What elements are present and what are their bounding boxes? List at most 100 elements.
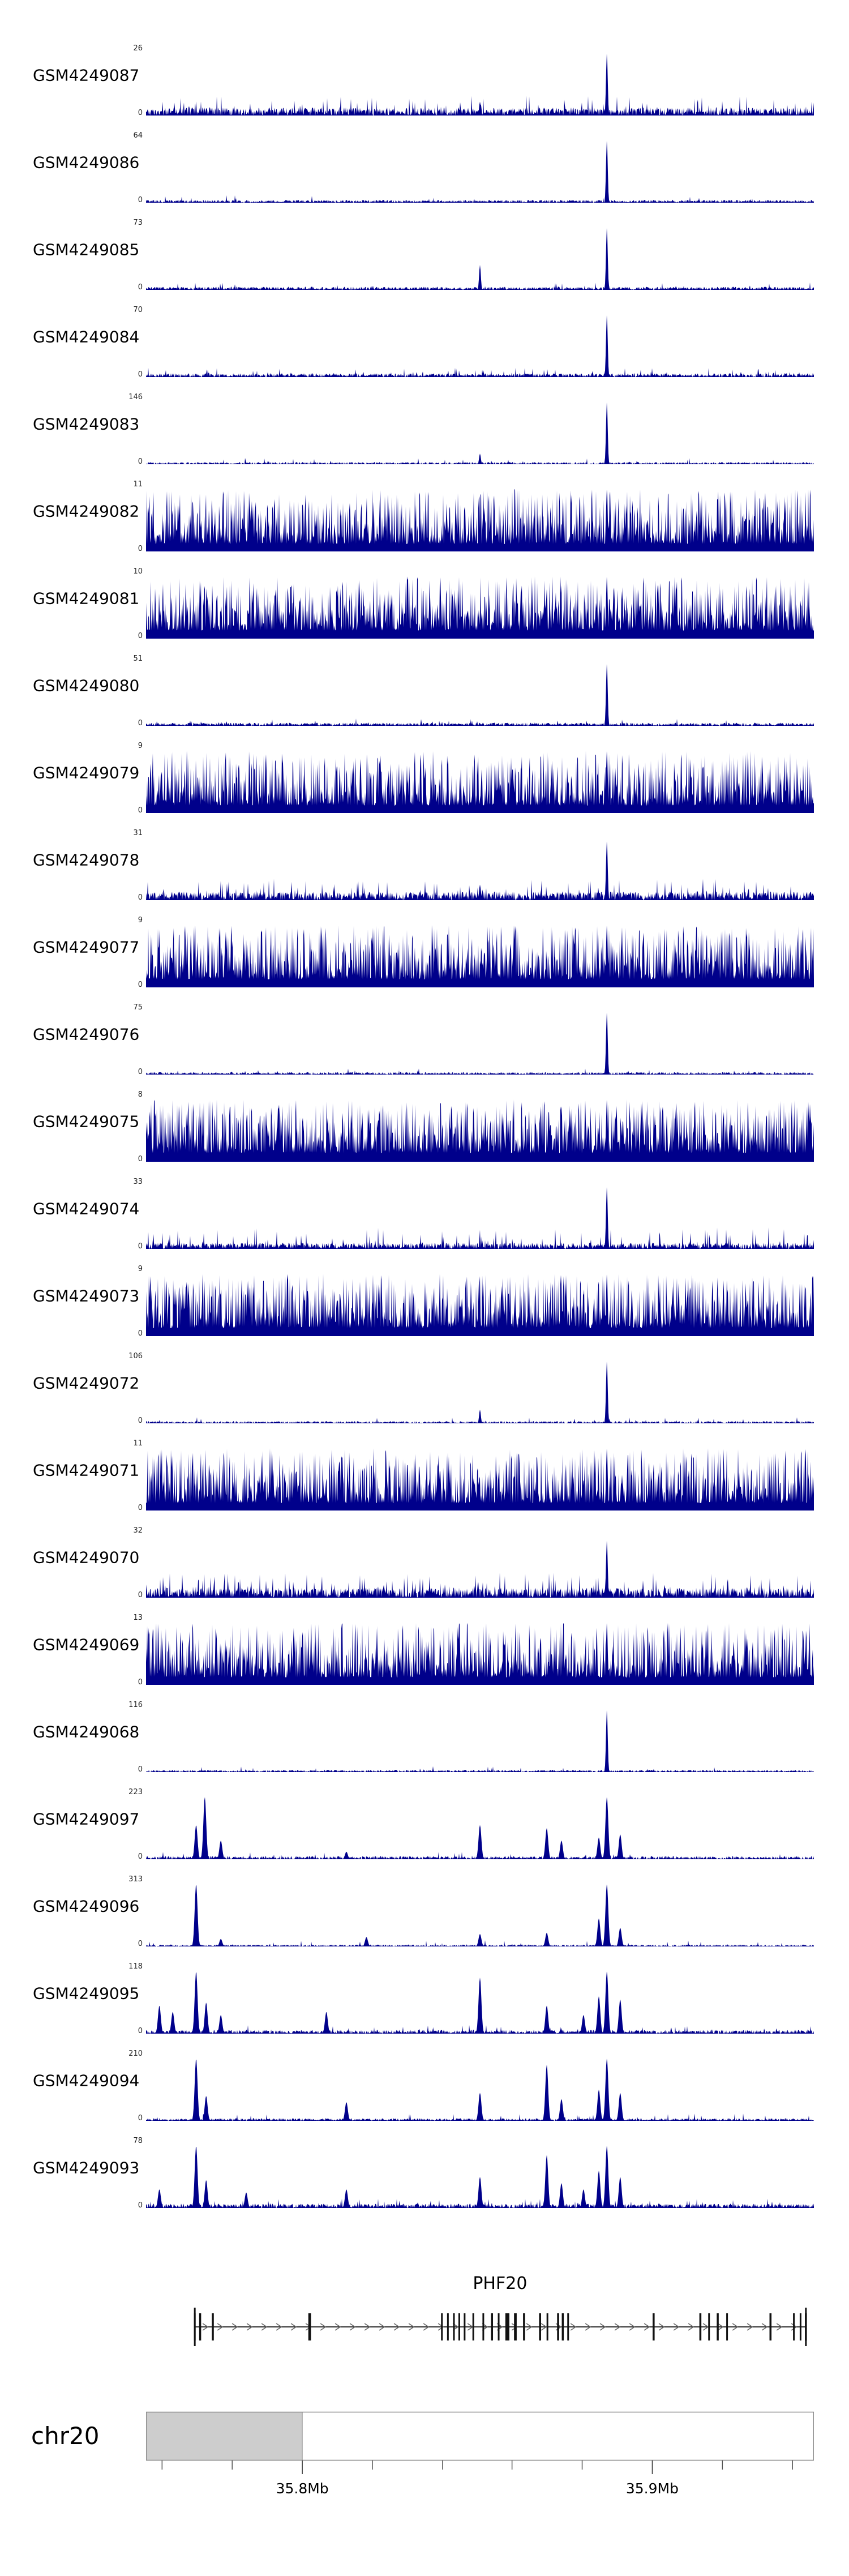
strand-arrow <box>526 2323 533 2331</box>
coverage-plot <box>146 1187 814 1249</box>
exon <box>514 2313 517 2340</box>
y-axis-max: 9 <box>138 916 143 925</box>
track-label: GSM4249072 <box>33 1373 140 1393</box>
strand-arrow <box>570 2323 577 2331</box>
coverage-plot <box>146 1623 814 1685</box>
coverage-plot <box>146 664 814 726</box>
exon <box>726 2313 728 2340</box>
y-axis-zero: 0 <box>138 1852 143 1861</box>
coverage-plot <box>146 228 814 290</box>
y-axis-max: 70 <box>133 306 143 314</box>
track-label: GSM4249085 <box>33 240 140 259</box>
track-label: GSM4249083 <box>33 414 140 434</box>
ideogram-region <box>146 2412 303 2461</box>
y-axis-zero: 0 <box>138 719 143 728</box>
track-row-GSM4249079: GSM4249079 9 0 <box>0 729 849 816</box>
strand-arrow <box>776 2323 783 2331</box>
track-label: GSM4249093 <box>33 2158 140 2177</box>
y-axis-zero: 0 <box>138 2114 143 2123</box>
y-axis-zero: 0 <box>138 196 143 204</box>
y-axis-max: 31 <box>133 829 143 837</box>
coverage-svg <box>146 1541 814 1598</box>
coverage-plot <box>146 53 814 115</box>
y-axis-zero: 0 <box>138 981 143 989</box>
coverage-signal <box>146 489 814 551</box>
track-row-GSM4249069: GSM4249069 13 0 <box>0 1601 849 1688</box>
coverage-svg <box>146 925 814 987</box>
coverage-plot <box>146 576 814 639</box>
strand-arrow <box>614 2323 621 2331</box>
strand-arrow <box>658 2323 665 2331</box>
track-row-GSM4249081: GSM4249081 10 0 <box>0 555 849 642</box>
coverage-svg <box>146 489 814 551</box>
coverage-signal <box>146 1274 814 1336</box>
strand-arrow <box>349 2323 356 2331</box>
exon <box>505 2313 509 2340</box>
y-axis-max: 78 <box>133 2137 143 2145</box>
coverage-svg <box>146 1099 814 1162</box>
track-label: GSM4249079 <box>33 763 140 782</box>
track-label: GSM4249076 <box>33 1025 140 1044</box>
exon <box>653 2313 655 2340</box>
y-axis-max: 10 <box>133 567 143 576</box>
strand-arrow <box>335 2323 341 2331</box>
track-row-GSM4249068: GSM4249068 116 0 <box>0 1688 849 1775</box>
coverage-svg <box>146 1710 814 1772</box>
exon <box>567 2313 569 2340</box>
exon <box>523 2313 525 2340</box>
coverage-signal <box>146 403 814 464</box>
coverage-svg <box>146 2059 814 2121</box>
track-row-GSM4249094: GSM4249094 210 0 <box>0 2037 849 2124</box>
coverage-plot <box>146 402 814 464</box>
y-axis-zero: 0 <box>138 1591 143 1599</box>
exon <box>458 2313 460 2340</box>
strand-arrow <box>364 2323 371 2331</box>
coverage-svg <box>146 54 814 115</box>
strand-arrow <box>393 2323 400 2331</box>
coverage-signal <box>146 1187 814 1249</box>
coverage-plot <box>146 1884 814 1946</box>
strand-arrow <box>438 2323 444 2331</box>
track-row-GSM4249073: GSM4249073 9 0 <box>0 1252 849 1340</box>
track-label: GSM4249081 <box>33 589 140 608</box>
exon <box>557 2313 559 2340</box>
exon <box>708 2313 710 2340</box>
strand-arrow <box>408 2323 415 2331</box>
coverage-plot <box>146 315 814 377</box>
coverage-plot <box>146 2059 814 2121</box>
y-axis-max: 8 <box>138 1090 143 1099</box>
y-axis-max: 64 <box>133 131 143 140</box>
coverage-signal <box>146 1884 814 1946</box>
coverage-signal <box>146 2059 814 2121</box>
exon <box>799 2313 801 2340</box>
exon <box>482 2313 484 2340</box>
exon <box>699 2313 702 2340</box>
y-axis-zero: 0 <box>138 370 143 379</box>
strand-arrow <box>747 2323 753 2331</box>
track-row-GSM4249097: GSM4249097 223 0 <box>0 1775 849 1863</box>
track-row-GSM4249084: GSM4249084 70 0 <box>0 293 849 380</box>
y-axis-max: 32 <box>133 1526 143 1535</box>
y-axis-max: 73 <box>133 219 143 227</box>
y-axis-zero: 0 <box>138 1678 143 1687</box>
y-axis-max: 223 <box>128 1788 143 1796</box>
track-label: GSM4249078 <box>33 850 140 870</box>
chromosome-ideogram: 35.8Mb 35.9Mb <box>146 2411 814 2497</box>
coverage-signal <box>146 141 814 203</box>
gene-track: PHF20 <box>146 2265 814 2367</box>
y-axis-zero: 0 <box>138 283 143 292</box>
y-axis-max: 11 <box>133 480 143 489</box>
exon <box>546 2313 548 2340</box>
coverage-svg <box>146 576 814 639</box>
track-row-GSM4249086: GSM4249086 64 0 <box>0 119 849 206</box>
strand-arrow <box>290 2323 297 2331</box>
strand-arrow <box>379 2323 385 2331</box>
coverage-plot <box>146 489 814 551</box>
coverage-signal <box>146 54 814 115</box>
strand-arrow <box>585 2323 591 2331</box>
exon <box>491 2313 494 2340</box>
strand-arrow <box>702 2323 709 2331</box>
y-axis-zero: 0 <box>138 2027 143 2035</box>
track-row-GSM4249087: GSM4249087 26 0 <box>0 32 849 119</box>
